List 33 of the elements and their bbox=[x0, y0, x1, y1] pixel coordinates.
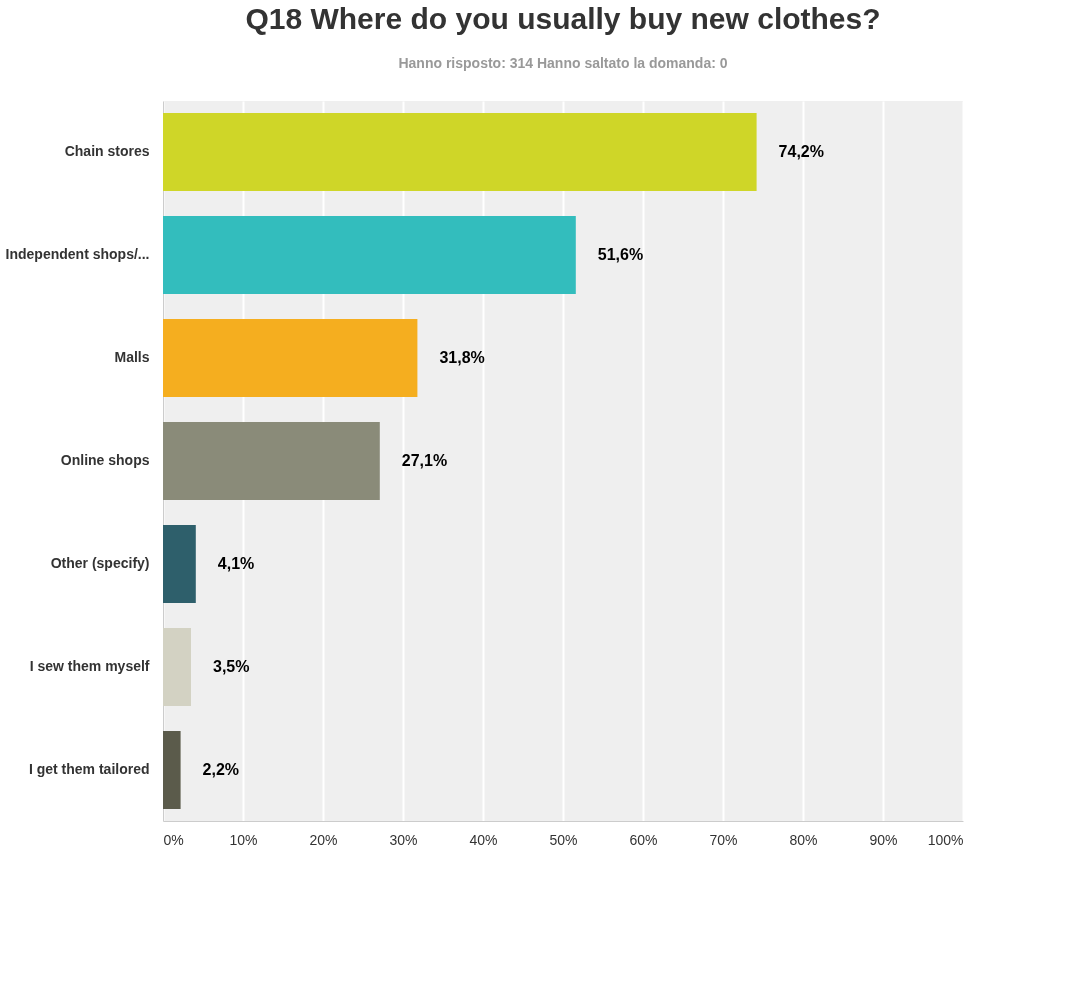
data-label: 51,6% bbox=[597, 245, 644, 263]
y-tick-label: Online shops bbox=[60, 452, 150, 468]
x-tick-label: 30% bbox=[389, 831, 418, 848]
bar bbox=[163, 422, 380, 500]
data-label: 27,1% bbox=[401, 452, 448, 469]
bar bbox=[163, 731, 181, 810]
data-label: 74,2% bbox=[778, 142, 824, 160]
x-tick-label: 80% bbox=[789, 831, 818, 848]
x-tick-label: 0% bbox=[163, 831, 184, 848]
data-label: 4,1% bbox=[217, 555, 255, 572]
chart-title: Q18 Where do you usually buy new clothes? bbox=[245, 2, 881, 35]
data-label: 3,5% bbox=[213, 658, 250, 676]
y-tick-label: I get them tailored bbox=[28, 761, 150, 778]
x-tick-label: 10% bbox=[229, 831, 258, 848]
bar bbox=[163, 215, 576, 294]
x-tick-label: 40% bbox=[469, 831, 498, 848]
chart-subtitle: Hanno risposto: 314 Hanno saltato la domanda: 0 bbox=[398, 55, 728, 71]
x-tick-label: 60% bbox=[629, 831, 658, 848]
bar bbox=[163, 112, 757, 191]
x-tick-label: 50% bbox=[549, 831, 578, 848]
bar bbox=[163, 319, 418, 397]
x-tick-label: 100% bbox=[927, 831, 964, 848]
y-tick-label: I sew them myself bbox=[29, 658, 150, 675]
data-label: 31,8% bbox=[439, 349, 485, 366]
x-tick-label: 20% bbox=[309, 831, 338, 848]
y-tick-label: Independent shops/... bbox=[5, 245, 150, 262]
y-tick-label: Chain stores bbox=[64, 142, 150, 159]
x-tick-label: 70% bbox=[709, 831, 738, 848]
data-label: 2,2% bbox=[202, 761, 240, 779]
y-tick-label: Malls bbox=[114, 349, 150, 365]
x-tick-label: 90% bbox=[869, 831, 898, 848]
bar bbox=[163, 525, 196, 603]
y-tick-label: Other (specify) bbox=[50, 555, 150, 571]
